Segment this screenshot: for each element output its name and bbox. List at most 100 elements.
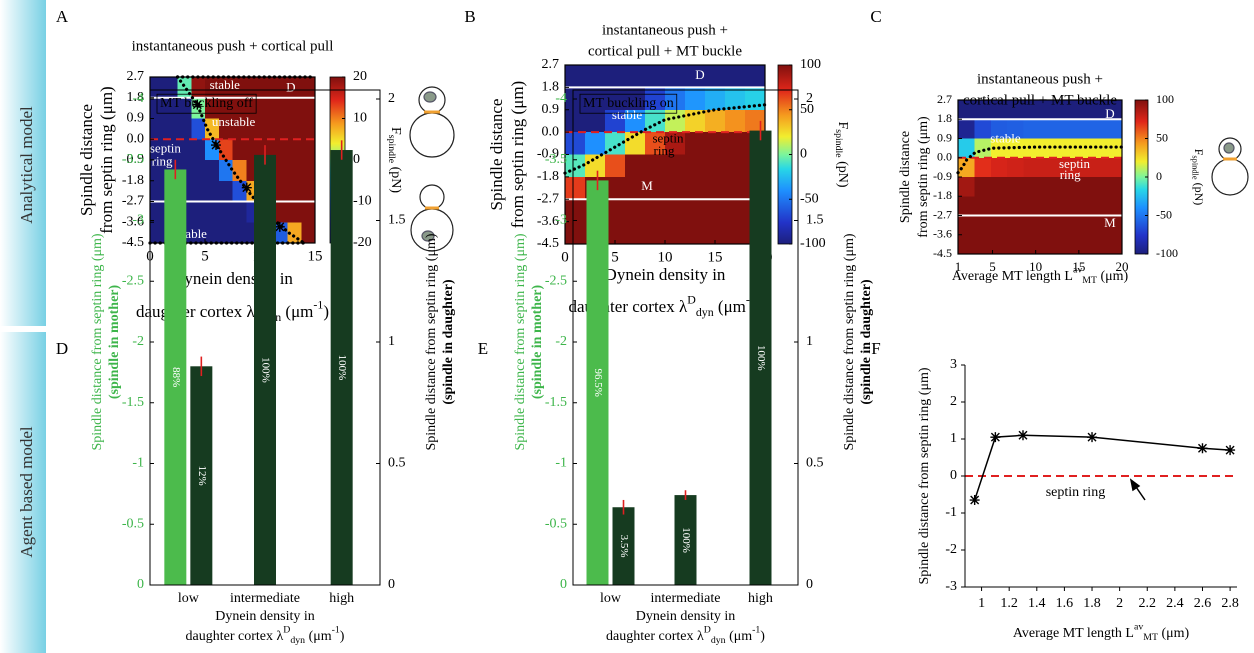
y-tick-label: 2 <box>950 394 957 409</box>
heatmap-cell <box>974 138 992 159</box>
heatmap-cell <box>958 119 975 140</box>
heatmap-cell <box>260 97 275 120</box>
inset-text: MT buckling on <box>583 96 674 111</box>
label-part: (μm <box>714 297 746 316</box>
x-tick-label: 5 <box>611 249 619 265</box>
heatmap-cell <box>625 221 646 244</box>
annotation: ring <box>1060 167 1081 182</box>
y-tick-label: -3.6 <box>537 214 559 229</box>
heatmap-cell <box>1023 177 1041 197</box>
heatmap-cell <box>150 201 165 223</box>
heatmap-cell <box>1040 196 1057 217</box>
bar <box>749 130 772 585</box>
colorbar-label: Fspindle (pN) <box>833 121 850 187</box>
y-tick-label: -1.8 <box>122 173 144 188</box>
bar <box>254 154 276 585</box>
label-part: dyn <box>711 635 726 646</box>
heatmap-cell <box>177 139 192 161</box>
heatmap-cell <box>625 176 646 200</box>
heatmap-cell <box>1056 234 1074 254</box>
heatmap-cell <box>705 154 726 178</box>
heatmap-cell <box>705 132 726 156</box>
heatmap-cell <box>705 176 726 200</box>
heatmap-cell <box>1007 234 1025 254</box>
heatmap-cell <box>1089 157 1107 178</box>
marker <box>990 432 1001 443</box>
inset-box <box>156 93 257 114</box>
heatmap-cell <box>625 65 646 88</box>
heatmap-cell <box>1023 100 1041 120</box>
heatmap-cell <box>565 109 586 133</box>
colorbar-tick-label: -10 <box>353 194 372 209</box>
heatmap-cell <box>191 222 206 243</box>
colorbar-tick-label: 0 <box>353 152 360 167</box>
y-axis-label: Spindle distance <box>77 104 96 216</box>
x-axis-label: Average MT length LavMT (μm) <box>1013 622 1190 644</box>
y-tick-label: -3.5 <box>545 152 567 167</box>
heatmap-cell <box>273 139 289 161</box>
colorbar-tick-label: 0 <box>800 147 807 162</box>
heatmap-cell <box>1072 119 1090 140</box>
label-part: (μm) <box>1158 626 1190 641</box>
heatmap-cell <box>232 97 247 120</box>
heatmap-cell <box>232 139 247 161</box>
colorbar-label: Fspindle (pN) <box>1190 149 1206 206</box>
x-tick-label: 2.8 <box>1221 596 1239 611</box>
y2-tick-label: 2 <box>388 91 395 106</box>
heatmap-cell <box>246 77 261 99</box>
x-tick-label: 1.8 <box>1083 596 1101 611</box>
label-part: spindle <box>1190 155 1199 179</box>
colorbar-tick-label: -50 <box>1156 207 1172 221</box>
label-part: (pN) <box>1192 180 1206 206</box>
y2-tick-label: 0 <box>806 577 813 592</box>
heatmap-cell <box>1040 234 1057 254</box>
heatmap-cell <box>685 176 706 200</box>
heatmap-cell <box>273 201 289 223</box>
label-part: F <box>388 127 403 135</box>
heatmap-cell <box>218 222 234 243</box>
heatmap-cell <box>725 87 746 111</box>
heatmap-cell <box>1089 234 1107 254</box>
label-part: Average MT length L <box>952 269 1073 284</box>
heatmap-cell <box>260 118 275 140</box>
y-axis-label: from septin ring (μm) <box>916 116 931 238</box>
row-label: Analytical model <box>17 106 36 224</box>
heatmap-cell <box>625 199 646 223</box>
bar <box>330 150 353 585</box>
heatmap-cell <box>725 65 746 88</box>
curve <box>563 103 767 175</box>
x-tick-label: 1.4 <box>1028 596 1046 611</box>
y-tick-label: -3.6 <box>933 227 952 241</box>
y-tick-label: -3 <box>945 579 957 594</box>
heatmap-cell <box>287 77 302 99</box>
heatmap-cell <box>725 199 746 223</box>
heatmap-cell <box>585 154 606 178</box>
heatmap-cell <box>665 221 686 244</box>
annotation: ring <box>654 143 675 158</box>
heatmap-cell <box>958 138 975 159</box>
heatmap-cell <box>705 199 726 223</box>
heatmap-cell <box>990 157 1008 178</box>
y-axis-label: Spindle distance <box>898 131 913 223</box>
heatmap-cell <box>1007 177 1025 197</box>
heatmap-cell <box>177 97 192 120</box>
heatmap-cell <box>725 109 746 133</box>
heatmap-cell <box>685 154 706 178</box>
y-tick-label: -2.7 <box>122 194 144 209</box>
bar-label: 88% <box>170 367 182 387</box>
heatmap-cell <box>665 109 686 133</box>
annotation: D <box>695 67 704 82</box>
y-tick-label: 1.8 <box>542 80 560 95</box>
label-part: Average MT length L <box>1013 626 1134 641</box>
heatmap-cell <box>1056 119 1074 140</box>
y-tick-label: 1.8 <box>127 90 145 105</box>
y-tick-label: 1.8 <box>937 111 952 125</box>
marker <box>1017 430 1028 441</box>
label-part: F <box>1192 149 1206 156</box>
row-band <box>0 332 46 653</box>
y-tick-label: 0.9 <box>127 111 145 126</box>
heatmap-cell <box>1056 157 1074 178</box>
label-part: (μm) <box>1097 269 1129 284</box>
x-tick-label: 10 <box>658 249 673 265</box>
colorbar-tick-label: -20 <box>353 235 372 250</box>
